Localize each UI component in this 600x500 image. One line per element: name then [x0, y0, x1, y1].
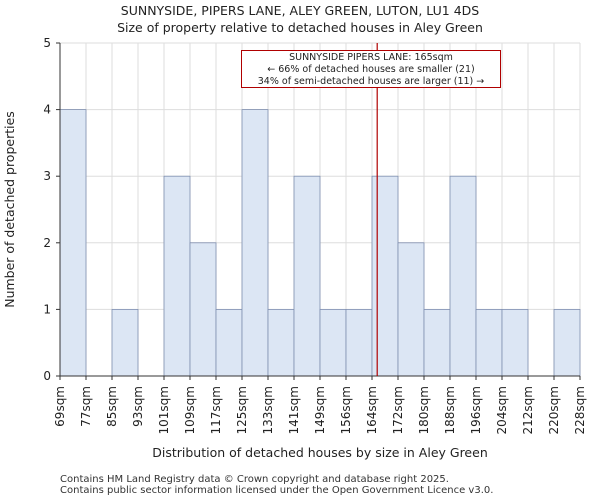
annotation-line-3: 34% of semi-detached houses are larger (… — [257, 76, 485, 87]
histogram-bar — [501, 308, 529, 377]
histogram-bar — [345, 308, 373, 377]
x-axis-label: Distribution of detached houses by size … — [152, 445, 488, 460]
histogram-bar — [319, 308, 347, 377]
annotation-line-1: SUNNYSIDE PIPERS LANE: 165sqm — [289, 52, 453, 63]
x-tick-label: 196sqm — [469, 386, 483, 434]
x-tick-label: 69sqm — [53, 386, 67, 427]
y-tick-label: 4 — [43, 103, 51, 117]
property-annotation-box: SUNNYSIDE PIPERS LANE: 165sqm ← 66% of d… — [241, 50, 501, 88]
y-tick-label: 1 — [43, 302, 51, 316]
x-tick-label: 85sqm — [105, 386, 119, 427]
y-tick-label: 0 — [43, 369, 51, 383]
x-tick-label: 149sqm — [313, 386, 327, 434]
y-tick-label: 3 — [43, 169, 51, 183]
x-tick-label: 93sqm — [131, 386, 145, 427]
annotation-line-2: ← 66% of detached houses are smaller (21… — [267, 64, 475, 75]
x-tick-label: 204sqm — [495, 386, 509, 434]
chart-title: SUNNYSIDE, PIPERS LANE, ALEY GREEN, LUTO… — [120, 3, 480, 18]
x-tick-label: 125sqm — [235, 386, 249, 434]
x-tick-label: 141sqm — [287, 386, 301, 434]
x-tick-label: 133sqm — [261, 386, 275, 434]
y-axis-label: Number of detached properties — [2, 111, 17, 308]
footer-copyright: Contains HM Land Registry data © Crown c… — [60, 474, 449, 485]
histogram-bar — [553, 308, 581, 377]
x-tick-label: 188sqm — [443, 386, 457, 434]
histogram-bar — [189, 242, 217, 377]
y-tick-label: 2 — [43, 236, 51, 250]
histogram-bar — [449, 175, 477, 377]
histogram-bar — [423, 308, 451, 377]
histogram-bar — [397, 242, 425, 377]
x-tick-label: 77sqm — [79, 386, 93, 427]
x-tick-label: 156sqm — [339, 386, 353, 434]
histogram-bar — [111, 308, 139, 377]
x-tick-label: 180sqm — [417, 386, 431, 434]
x-tick-label: 164sqm — [365, 386, 379, 434]
x-tick-label: 220sqm — [547, 386, 561, 434]
histogram-bar — [293, 175, 321, 377]
x-tick-label: 212sqm — [521, 386, 535, 434]
histogram-bar — [371, 175, 399, 377]
histogram-bar — [59, 109, 87, 377]
y-tick-label: 5 — [43, 36, 51, 50]
histogram-bar — [267, 308, 295, 377]
x-tick-label: 228sqm — [573, 386, 587, 434]
x-tick-label: 101sqm — [157, 386, 171, 434]
footer-licence: Contains public sector information licen… — [60, 485, 494, 496]
histogram-bar — [241, 109, 269, 377]
x-tick-label: 109sqm — [183, 386, 197, 434]
chart-subtitle: Size of property relative to detached ho… — [117, 20, 483, 35]
x-tick-label: 117sqm — [209, 386, 223, 434]
histogram-bar — [475, 308, 503, 377]
x-tick-label: 172sqm — [391, 386, 405, 434]
histogram-bar — [215, 308, 243, 377]
histogram-bar — [163, 175, 191, 377]
